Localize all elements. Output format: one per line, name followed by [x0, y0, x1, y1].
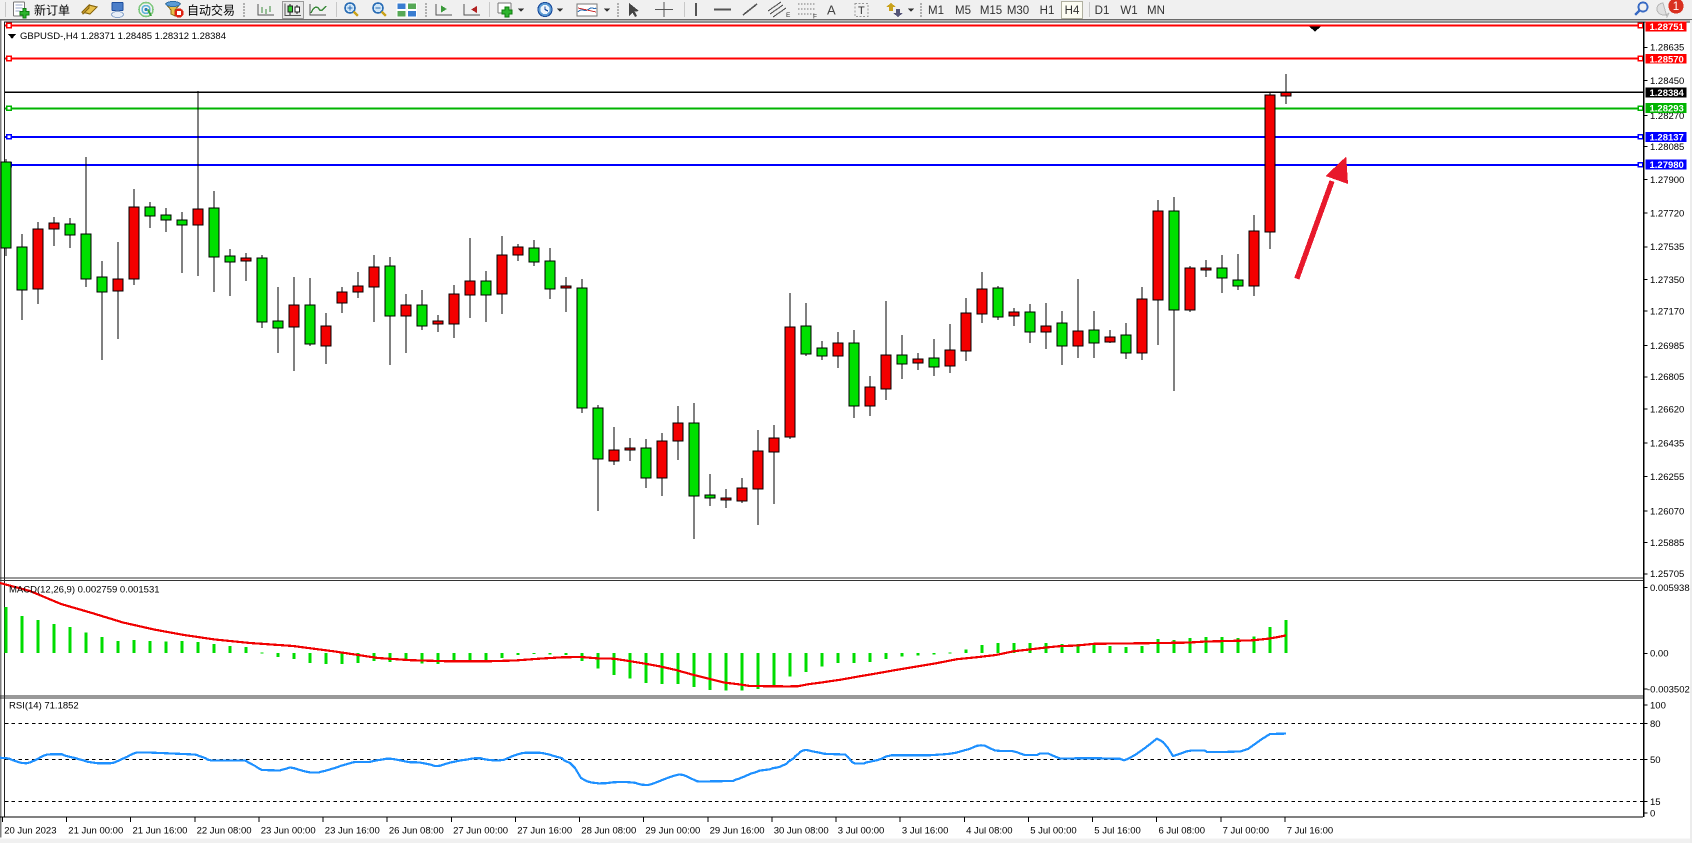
svg-text:0: 0: [1650, 808, 1655, 819]
svg-text:6 Jul 08:00: 6 Jul 08:00: [1159, 826, 1205, 837]
svg-text:100: 100: [1650, 701, 1666, 712]
svg-text:1.28137: 1.28137: [1650, 133, 1684, 144]
svg-text:GBPUSD-,H4 1.28371 1.28485 1.: GBPUSD-,H4 1.28371 1.28485 1.28312 1.283…: [20, 31, 226, 42]
svg-text:MACD(12,26,9) 0.002759 0.00153: MACD(12,26,9) 0.002759 0.001531: [9, 585, 160, 596]
svg-text:W1: W1: [1120, 5, 1137, 17]
svg-text:1.28293: 1.28293: [1650, 103, 1684, 114]
svg-text:A: A: [827, 3, 836, 18]
svg-text:1.27720: 1.27720: [1650, 209, 1684, 220]
svg-text:28 Jun 08:00: 28 Jun 08:00: [581, 826, 636, 837]
svg-text:0.005938: 0.005938: [1650, 583, 1690, 594]
svg-text:MN: MN: [1147, 5, 1165, 17]
svg-text:80: 80: [1650, 719, 1661, 730]
svg-text:1.26435: 1.26435: [1650, 439, 1684, 450]
svg-text:M15: M15: [980, 5, 1002, 17]
svg-text:30 Jun 08:00: 30 Jun 08:00: [774, 826, 829, 837]
svg-text:1.26985: 1.26985: [1650, 341, 1684, 352]
svg-text:1.27350: 1.27350: [1650, 275, 1684, 286]
svg-text:29 Jun 16:00: 29 Jun 16:00: [710, 826, 765, 837]
svg-text:H1: H1: [1040, 5, 1055, 17]
svg-text:新订单: 新订单: [34, 3, 70, 18]
svg-text:1.25705: 1.25705: [1650, 569, 1684, 580]
svg-text:H4: H4: [1065, 5, 1080, 17]
svg-text:26 Jun 08:00: 26 Jun 08:00: [389, 826, 444, 837]
svg-text:RSI(14) 71.1852: RSI(14) 71.1852: [9, 701, 79, 712]
svg-text:1.26070: 1.26070: [1650, 506, 1684, 517]
svg-text:7 Jul 00:00: 7 Jul 00:00: [1223, 826, 1269, 837]
svg-text:0.00: 0.00: [1650, 649, 1669, 660]
svg-text:5 Jul 00:00: 5 Jul 00:00: [1030, 826, 1076, 837]
svg-text:M1: M1: [928, 5, 944, 17]
svg-text:1.25885: 1.25885: [1650, 538, 1684, 549]
svg-text:7 Jul 16:00: 7 Jul 16:00: [1287, 826, 1333, 837]
svg-text:E: E: [786, 12, 791, 19]
svg-text:23 Jun 00:00: 23 Jun 00:00: [261, 826, 316, 837]
svg-text:1.28635: 1.28635: [1650, 43, 1684, 54]
svg-text:1: 1: [1673, 1, 1679, 13]
svg-text:M30: M30: [1007, 5, 1029, 17]
svg-text:M5: M5: [955, 5, 971, 17]
svg-text:23 Jun 16:00: 23 Jun 16:00: [325, 826, 380, 837]
svg-text:T: T: [858, 5, 865, 17]
svg-text:1.28450: 1.28450: [1650, 76, 1684, 87]
svg-text:D1: D1: [1095, 5, 1110, 17]
svg-text:50: 50: [1650, 755, 1661, 766]
svg-text:4 Jul 08:00: 4 Jul 08:00: [966, 826, 1012, 837]
svg-text:29 Jun 00:00: 29 Jun 00:00: [645, 826, 700, 837]
svg-text:自动交易: 自动交易: [187, 3, 235, 18]
svg-text:20 Jun 2023: 20 Jun 2023: [4, 826, 56, 837]
svg-text:1.28751: 1.28751: [1650, 22, 1685, 33]
svg-text:1.26255: 1.26255: [1650, 472, 1684, 483]
svg-text:27 Jun 00:00: 27 Jun 00:00: [453, 826, 508, 837]
svg-text:5 Jul 16:00: 5 Jul 16:00: [1094, 826, 1140, 837]
svg-text:1.27170: 1.27170: [1650, 306, 1684, 317]
svg-text:1.28085: 1.28085: [1650, 142, 1684, 153]
svg-text:3 Jul 00:00: 3 Jul 00:00: [838, 826, 884, 837]
svg-text:27 Jun 16:00: 27 Jun 16:00: [517, 826, 572, 837]
svg-text:3 Jul 16:00: 3 Jul 16:00: [902, 826, 948, 837]
svg-text:1.26620: 1.26620: [1650, 404, 1684, 415]
svg-text:1.28270: 1.28270: [1650, 111, 1684, 122]
svg-text:15: 15: [1650, 797, 1661, 808]
svg-text:1.27900: 1.27900: [1650, 175, 1684, 186]
svg-text:1.27980: 1.27980: [1650, 160, 1684, 171]
svg-text:1.26805: 1.26805: [1650, 372, 1684, 383]
svg-text:22 Jun 08:00: 22 Jun 08:00: [197, 826, 252, 837]
svg-text:F: F: [813, 14, 817, 21]
svg-text:21 Jun 16:00: 21 Jun 16:00: [133, 826, 188, 837]
svg-text:1.28570: 1.28570: [1650, 54, 1684, 65]
svg-text:1.27535: 1.27535: [1650, 242, 1684, 253]
svg-text:21 Jun 00:00: 21 Jun 00:00: [68, 826, 123, 837]
svg-text:-0.003502: -0.003502: [1647, 684, 1690, 695]
svg-text:1.28384: 1.28384: [1650, 88, 1685, 99]
